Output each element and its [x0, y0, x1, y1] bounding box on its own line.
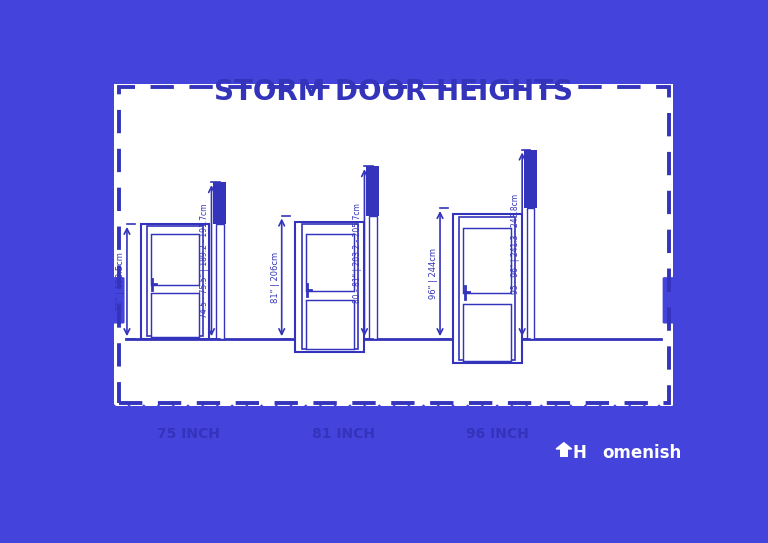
FancyBboxPatch shape: [663, 277, 693, 324]
Text: STORM DOOR HEIGHTS: STORM DOOR HEIGHTS: [214, 78, 573, 105]
Bar: [141, 224, 209, 339]
Bar: [524, 150, 537, 208]
Text: omenish: omenish: [602, 444, 681, 462]
Bar: [463, 304, 511, 361]
Text: 75 INCH: 75 INCH: [157, 427, 220, 441]
Bar: [96, 92, 114, 460]
Bar: [459, 217, 515, 360]
Text: 80 - 81" | 203.2 - 205.7cm: 80 - 81" | 203.2 - 205.7cm: [353, 203, 362, 302]
Text: H: H: [572, 444, 586, 462]
Text: 81" | 206cm: 81" | 206cm: [270, 252, 280, 303]
Bar: [306, 300, 353, 349]
Text: 95 - 96" | 241.3 - 243.8cm: 95 - 96" | 241.3 - 243.8cm: [511, 194, 520, 294]
Bar: [114, 84, 674, 406]
Text: 96" | 244cm: 96" | 244cm: [429, 248, 438, 299]
Bar: [306, 233, 353, 291]
Bar: [674, 92, 691, 460]
Bar: [216, 224, 223, 339]
Bar: [369, 216, 376, 339]
Bar: [463, 228, 511, 293]
Bar: [527, 208, 535, 339]
Bar: [118, 87, 669, 403]
Bar: [151, 235, 199, 285]
Bar: [147, 226, 203, 336]
Text: 96 INCH: 96 INCH: [466, 427, 529, 441]
Polygon shape: [556, 443, 571, 449]
Bar: [453, 214, 521, 363]
Bar: [151, 293, 199, 337]
Text: 75" | 190.5cm: 75" | 190.5cm: [116, 252, 125, 311]
Bar: [114, 406, 674, 460]
Bar: [214, 182, 227, 224]
Bar: [366, 166, 379, 216]
Bar: [560, 449, 568, 457]
FancyBboxPatch shape: [94, 277, 124, 324]
Bar: [302, 224, 358, 349]
Text: 74.5 - 75.5" | 189.2 - 191.7cm: 74.5 - 75.5" | 189.2 - 191.7cm: [200, 204, 210, 318]
Bar: [296, 222, 364, 351]
Text: 81 INCH: 81 INCH: [312, 427, 375, 441]
